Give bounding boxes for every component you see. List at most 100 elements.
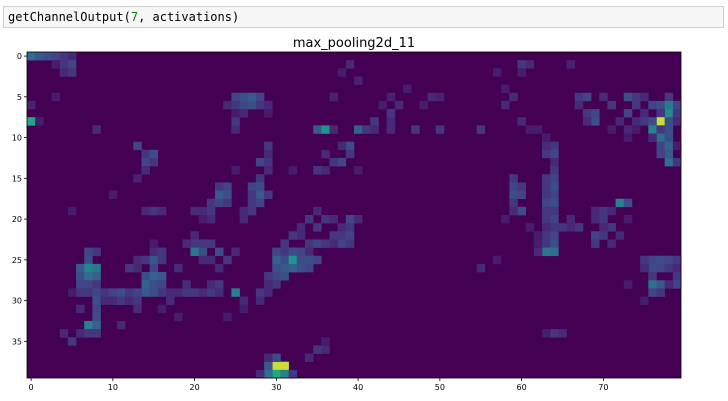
heatmap-cell [174,312,183,322]
code-input[interactable]: getChannelOutput(7, activations) [8,10,239,24]
heatmap-cell [558,329,567,338]
code-cell[interactable]: getChannelOutput(7, activations) [3,6,724,28]
heatmap-cell [550,215,559,224]
heatmap-cell [255,100,265,110]
heatmap-cell [550,141,559,151]
heatmap-cell [223,255,232,265]
heatmap-cell [599,223,608,232]
heatmap-cell [280,369,289,379]
heatmap-cell [517,68,526,77]
heatmap-cell [550,182,559,191]
heatmap-cell [664,157,674,167]
heatmap-cell [672,141,682,151]
heatmap-cell [206,255,216,265]
heatmap-cell [255,190,265,199]
heatmap-cell [509,190,518,199]
heatmap-cell [362,125,371,134]
heatmap-cell [231,100,240,110]
heatmap-cell [108,288,118,297]
heatmap-cell [92,304,101,314]
heatmap-cell [247,182,257,191]
x-tick-label: 70 [598,383,608,392]
heatmap-cell [239,100,249,110]
heatmap-cell [345,149,355,159]
y-tick-label: 20 [12,215,22,224]
heatmap-cell [231,288,240,297]
heatmap-cell [84,320,93,330]
heatmap-cell [321,215,330,224]
x-tick-label: 20 [189,383,199,392]
heatmap-cell [321,337,330,346]
heatmap-cell [631,92,641,102]
heatmap-cell [84,247,93,257]
heatmap-cell [672,280,682,289]
heatmap-cell [190,206,199,216]
heatmap-cell [133,288,142,297]
heatmap-cell [345,223,355,232]
heatmap-cell [533,125,543,134]
heatmap-cell [190,231,199,240]
heatmap-cell [92,247,101,257]
y-tick-label: 15 [12,174,22,183]
heatmap-cell [582,117,592,126]
heatmap-cell [255,157,265,167]
heatmap-cell [157,304,167,314]
heatmap-cell [354,76,363,85]
heatmap-cell [255,174,265,183]
heatmap-cell [215,190,224,199]
heatmap-cell [525,125,535,134]
heatmap-cell [51,60,61,69]
heatmap-cell [550,206,559,216]
heatmap-cell [92,320,101,330]
heatmap-cell [27,100,36,110]
heatmap-cell [542,239,551,248]
heatmap-cell [182,280,191,289]
code-prefix: getChannelOutput( [8,10,131,24]
heatmap-cell [558,223,567,232]
heatmap-cell [133,255,142,265]
heatmap-cell [231,92,240,102]
heatmap-cell [631,117,641,126]
heatmap-cell [329,92,338,102]
heatmap-cell [550,247,559,257]
heatmap-cell [664,133,674,142]
heatmap-cell [313,255,322,265]
heatmap-cell [149,263,159,273]
heatmap-cell [550,149,559,159]
heatmap-cell [533,247,543,257]
heatmap-cell [288,231,298,240]
heatmap-cell [664,125,674,134]
heatmap-cell [272,247,281,257]
heatmap-cell [615,198,625,208]
heatmap-cell [92,312,101,322]
heatmap-cell [370,125,379,134]
heatmap-cell [394,100,404,110]
heatmap-cell [67,52,77,61]
heatmap-cell [566,60,576,69]
heatmap-cell [59,52,69,61]
heatmap-cell [43,52,52,61]
heatmap-cell [640,296,649,305]
heatmap-cell [141,157,150,167]
heatmap-cell [92,272,101,281]
heatmap-cell [337,231,347,240]
heatmap-cell [149,239,159,248]
heatmap-cell [76,280,85,289]
heatmap-cell [264,100,273,110]
heatmap-cell [296,255,306,265]
heatmap-cell [550,223,559,232]
heatmap-cell [542,182,551,191]
x-tick-label: 0 [29,383,34,392]
heatmap-cell [525,223,535,232]
heatmap-cell [264,369,273,379]
heatmap-cell [337,141,347,151]
heatmap-cell [631,100,641,110]
heatmap-cell [272,280,281,289]
heatmap-cell [648,263,657,273]
heatmap-cell [550,329,559,338]
heatmap-cell [386,117,396,126]
heatmap-cell [672,263,682,273]
heatmap-cell [51,92,61,102]
heatmap-cell [329,231,338,240]
